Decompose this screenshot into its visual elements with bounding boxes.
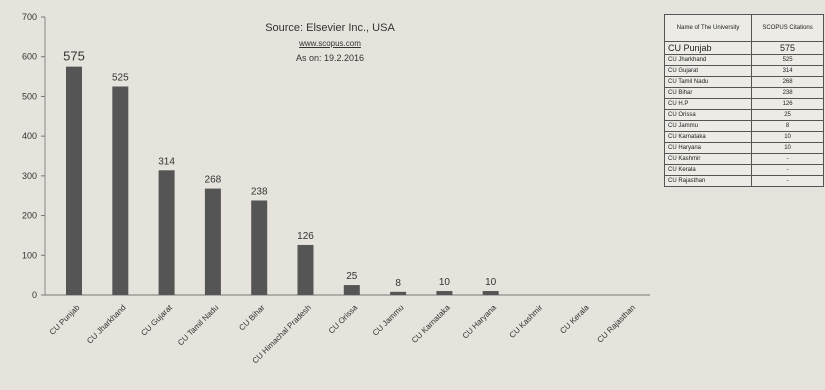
table-cell-university: CU Jharkhand xyxy=(663,54,753,66)
bar xyxy=(343,285,360,295)
table-cell-university: CU Bihar xyxy=(663,87,753,99)
table-cell-citations: 10 xyxy=(751,142,824,154)
table-cell-citations: 575 xyxy=(751,41,824,55)
y-tick-label: 100 xyxy=(22,250,37,260)
table-row: CU Kerala - xyxy=(663,164,824,176)
table-cell-citations: 268 xyxy=(751,76,824,88)
data-label: 268 xyxy=(205,175,222,186)
data-label: 238 xyxy=(251,186,268,197)
table-cell-citations: 314 xyxy=(751,65,824,77)
x-tick-label: CU Haryana xyxy=(461,303,499,341)
table-cell-university: CU Kerala xyxy=(663,164,753,176)
table-row: CU Jharkhand 525 xyxy=(663,54,824,66)
table-cell-university: CU Rajasthan xyxy=(663,175,753,187)
x-tick-label: CU Rajasthan xyxy=(595,303,637,345)
table-header-row: Name of The University SCOPUS Citations xyxy=(663,14,824,42)
table-cell-citations: 525 xyxy=(751,54,824,66)
data-label: 525 xyxy=(112,73,129,84)
bar xyxy=(158,170,175,295)
table-cell-citations: 10 xyxy=(751,131,824,143)
table-row: CU Gujarat 314 xyxy=(663,65,824,77)
header-citations: SCOPUS Citations xyxy=(751,14,824,42)
source-url: www.scopus.com xyxy=(299,39,361,48)
table-row: CU Haryana 10 xyxy=(663,142,824,154)
x-tick-label: CU Kashmir xyxy=(508,303,545,340)
table-cell-university: CU Orissa xyxy=(663,109,753,121)
x-tick-label: CU Bihar xyxy=(237,303,267,333)
x-tick-label: CU Jammu xyxy=(371,303,406,338)
x-tick-label: CU Orissa xyxy=(327,303,360,336)
table-row: CU H.P 126 xyxy=(663,98,824,110)
data-label: 10 xyxy=(439,277,451,288)
table-cell-citations: 238 xyxy=(751,87,824,99)
bar xyxy=(482,291,499,295)
table-body: CU Punjab 575 CU Jharkhand 525 CU Gujarat 314… xyxy=(663,41,824,187)
table-cell-citations: - xyxy=(751,164,824,176)
y-tick-label: 0 xyxy=(32,290,37,300)
y-tick-label: 200 xyxy=(22,211,37,221)
table-row: CU Kashmir - xyxy=(663,153,824,165)
bar xyxy=(204,188,221,295)
table-cell-university: CU H.P xyxy=(663,98,753,110)
table-row: CU Karnataka 10 xyxy=(663,131,824,143)
table-row: CU Rajasthan - xyxy=(663,175,824,187)
data-label: 25 xyxy=(346,271,358,282)
table-row: CU Punjab 575 xyxy=(663,41,824,55)
y-tick-label: 400 xyxy=(22,131,37,141)
bar xyxy=(390,291,407,295)
table-cell-university: CU Gujarat xyxy=(663,65,753,77)
y-tick-label: 300 xyxy=(22,171,37,181)
source-date: As on: 19.2.2016 xyxy=(295,53,365,63)
table-row: CU Tamil Nadu 268 xyxy=(663,76,824,88)
chart-canvas: 700 600 500 400 300 200 100 0 575 CU Punjab 525 CU … xyxy=(22,12,650,365)
data-label: 575 xyxy=(63,49,85,64)
table-row: CU Orissa 25 xyxy=(663,109,824,121)
table-cell-university: CU Tamil Nadu xyxy=(663,76,753,88)
bar xyxy=(251,200,268,295)
data-label: 8 xyxy=(395,278,401,289)
table-cell-citations: - xyxy=(751,175,824,187)
table-cell-university: CU Jammu xyxy=(663,120,753,132)
x-tick-label: CU Gujarat xyxy=(139,303,174,338)
table-cell-university: CU Haryana xyxy=(663,142,753,154)
data-label: 10 xyxy=(485,277,497,288)
table-row: CU Bihar 238 xyxy=(663,87,824,99)
y-tick-label: 600 xyxy=(22,52,37,62)
bar-chart: 700 600 500 400 300 200 100 0 575 CU Punjab 525 CU … xyxy=(22,12,650,365)
table-cell-citations: 126 xyxy=(751,98,824,110)
table-row: CU Jammu 8 xyxy=(663,120,824,132)
bar xyxy=(66,66,82,296)
table-cell-citations: 8 xyxy=(751,120,824,132)
x-tick-label: CU Kerala xyxy=(558,303,591,336)
table-cell-citations: 25 xyxy=(751,109,824,121)
data-label: 314 xyxy=(158,156,175,167)
bar xyxy=(297,244,314,295)
x-tick-label: CU Karnataka xyxy=(410,303,452,345)
header-university: Name of The University xyxy=(663,14,753,42)
y-tick-label: 700 xyxy=(22,12,37,22)
table-cell-citations: - xyxy=(751,153,824,165)
data-label: 126 xyxy=(297,231,314,242)
bar xyxy=(112,86,129,295)
table-cell-university: CU Kashmir xyxy=(663,153,753,165)
y-tick-label: 500 xyxy=(22,91,37,101)
table-cell-university: CU Karnataka xyxy=(663,131,753,143)
x-tick-label: CU Jharkhand xyxy=(85,303,128,346)
source-title: Source: Elsevier Inc., USA xyxy=(265,22,395,34)
bar xyxy=(436,291,453,295)
x-tick-label: CU Tamil Nadu xyxy=(176,303,220,347)
table-cell-university: CU Punjab xyxy=(663,41,753,55)
x-tick-label: CU Punjab xyxy=(48,303,82,337)
citations-table: Name of The University SCOPUS Citations … xyxy=(663,14,824,187)
